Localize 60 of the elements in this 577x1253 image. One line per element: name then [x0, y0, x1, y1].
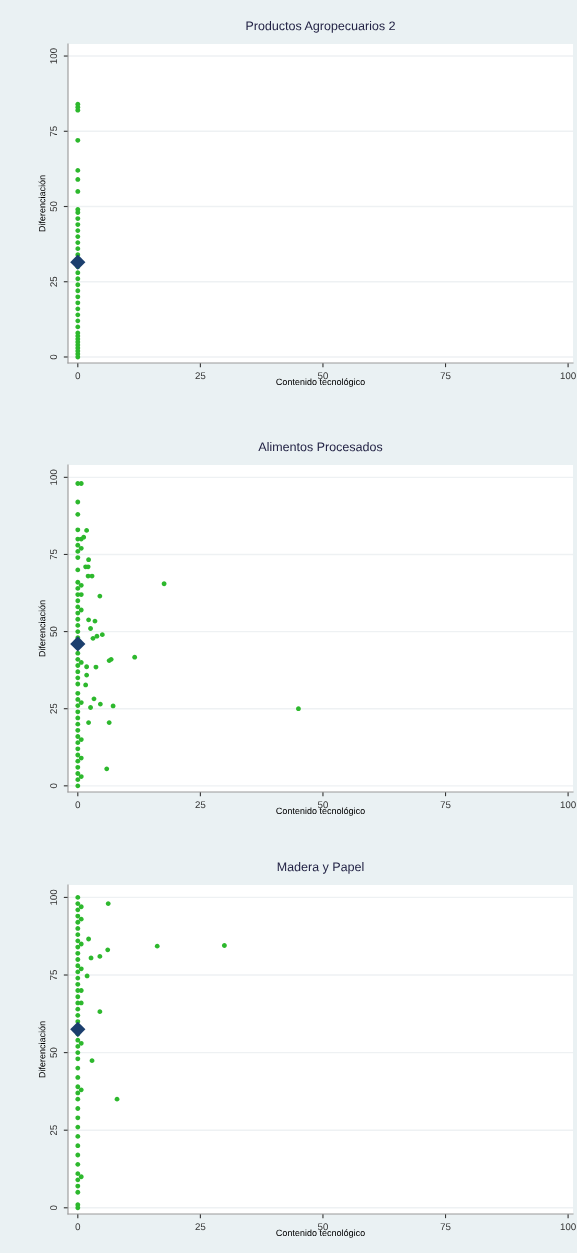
point — [75, 240, 81, 246]
y-tick-label: 100 — [50, 48, 58, 64]
y-tick-label: 75 — [50, 970, 58, 980]
x-tick-label: 100 — [560, 372, 576, 380]
y-tick-label: 0 — [50, 1205, 58, 1211]
x-tick-label: 75 — [440, 1223, 451, 1231]
x-tick-label: 100 — [560, 1223, 576, 1231]
point — [75, 177, 81, 182]
point — [75, 228, 81, 233]
point — [75, 189, 81, 194]
point — [70, 254, 86, 270]
x-tick-label: 75 — [440, 372, 451, 380]
y-tick-label: 0 — [50, 783, 58, 789]
point — [75, 306, 81, 312]
point — [75, 300, 81, 306]
point — [75, 276, 81, 282]
y-tick-label: 0 — [50, 354, 58, 360]
y-tick-label: 25 — [50, 703, 58, 714]
point — [75, 324, 81, 330]
point — [75, 216, 81, 221]
x-tick-label: 50 — [317, 801, 328, 809]
y-tick-label: 50 — [50, 1047, 58, 1058]
x-tick-label: 25 — [195, 372, 206, 380]
point — [75, 318, 81, 324]
x-axis-title: Contenido tecnológico — [276, 378, 365, 387]
x-tick-label: 75 — [440, 801, 451, 809]
chart-title: Alimentos Procesados — [258, 442, 383, 452]
y-tick-label: 100 — [50, 889, 58, 905]
x-tick-label: 100 — [560, 801, 576, 809]
y-axis-title: Diferenciación — [38, 1021, 46, 1078]
y-tick-label: 50 — [50, 626, 58, 637]
y-axis-title: Diferenciación — [38, 175, 46, 232]
y-tick-label: 25 — [50, 276, 58, 287]
y-tick-label: 100 — [50, 469, 58, 485]
chart-title: Productos Agropecuarios 2 — [246, 21, 395, 33]
y-tick-label: 75 — [50, 126, 58, 137]
chart-title: Madera y Papel — [277, 862, 364, 874]
point — [75, 288, 81, 294]
point — [75, 234, 81, 240]
x-tick-label: 0 — [75, 372, 81, 380]
y-tick-label: 75 — [50, 549, 58, 560]
x-tick-label: 50 — [317, 1223, 328, 1231]
point — [75, 282, 81, 288]
x-tick-label: 50 — [317, 372, 328, 380]
x-tick-label: 0 — [75, 801, 81, 809]
point — [75, 167, 81, 173]
point — [75, 137, 81, 143]
y-axis-title: Diferenciación — [38, 600, 46, 657]
point — [75, 246, 81, 252]
point — [75, 312, 81, 318]
point — [75, 294, 81, 300]
x-axis-title: Contenido tecnológico — [276, 1229, 365, 1238]
point — [75, 222, 81, 227]
point — [75, 270, 81, 276]
x-tick-label: 25 — [195, 1223, 206, 1231]
y-tick-label: 50 — [50, 201, 58, 212]
y-tick-label: 25 — [50, 1125, 58, 1136]
x-tick-label: 0 — [75, 1223, 81, 1231]
x-tick-label: 25 — [195, 801, 206, 809]
x-axis-title: Contenido tecnológico — [276, 807, 365, 816]
